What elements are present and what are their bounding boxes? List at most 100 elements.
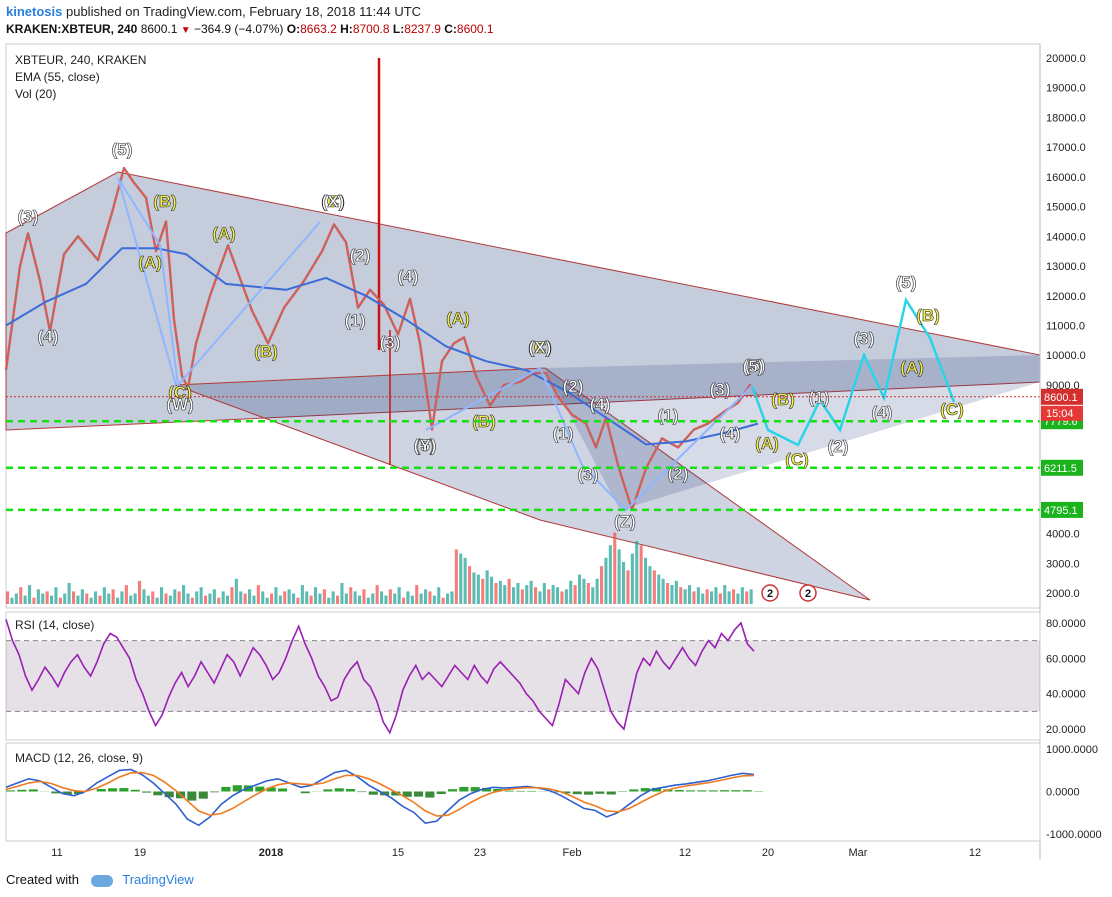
price-tick: 13000.0 [1046, 261, 1086, 273]
volume-bar [265, 597, 269, 604]
volume-bar [441, 597, 445, 604]
macd-histogram-bar [708, 790, 718, 792]
wave-label: (4) [590, 395, 611, 414]
time-tick: 12 [969, 847, 981, 859]
volume-bar [415, 585, 419, 604]
volume-bar [142, 589, 146, 604]
price-tick: 15000.0 [1046, 202, 1086, 214]
volume-bar [586, 583, 590, 604]
volume-bar [322, 589, 326, 604]
volume-bar [745, 591, 749, 604]
time-tick: 2018 [259, 847, 283, 859]
volume-bar [494, 583, 498, 604]
price-layer [4, 166, 759, 512]
volume-bar [182, 585, 186, 604]
volume-bar [705, 589, 709, 604]
volume-bar [226, 595, 230, 604]
rsi-pane[interactable]: 80.0000 60.0000 40.0000 20.0000 [5, 611, 1086, 741]
level-tag-label: 4795.1 [1044, 505, 1078, 517]
author-link[interactable]: kinetosis [6, 4, 63, 19]
symbol-label: KRAKEN:XBTEUR, 240 [6, 22, 138, 36]
volume-bar [419, 593, 423, 604]
time-tick: 23 [474, 847, 486, 859]
volume-bar [287, 589, 291, 604]
price-change: −364.9 (−4.07%) [194, 22, 284, 36]
macd-histogram-bar [108, 788, 118, 792]
time-tick: Feb [563, 847, 582, 859]
open-value: 8663.2 [300, 22, 337, 36]
wave-label: (3) [380, 333, 401, 352]
volume-bar [402, 597, 406, 604]
macd-histogram-bar [629, 789, 639, 792]
wave-label: (5) [896, 273, 917, 292]
volume-bar [195, 591, 199, 604]
volume-bar [199, 587, 203, 604]
volume-bar [635, 541, 639, 604]
price-axis[interactable]: 20000.0 19000.0 18000.0 17000.0 16000.0 15000… [1039, 44, 1086, 860]
volume-bar [296, 597, 300, 604]
volume-bar [595, 578, 599, 604]
volume-layer [6, 532, 753, 604]
volume-bar [424, 589, 428, 604]
tradingview-link[interactable]: TradingView [122, 872, 194, 887]
volume-bar [54, 587, 58, 604]
chart-canvas[interactable]: (3)(4)(5)(B)(A)(A)(C)(W)(B)(C)(X)(2)(1)(… [0, 40, 1112, 870]
volume-bar [569, 580, 573, 604]
time-tick: 15 [392, 847, 404, 859]
macd-histogram-bar [572, 791, 582, 795]
volume-bar [749, 589, 753, 604]
volume-bar [234, 578, 238, 604]
macd-histogram-bar [153, 791, 163, 796]
wave-label: (B) [254, 342, 278, 361]
chart-legend: XBTEUR, 240, KRAKEN EMA (55, close) Vol … [15, 53, 146, 765]
macd-tick: 1000.0000 [1046, 744, 1098, 756]
macd-histogram-bar [119, 788, 129, 792]
macd-histogram-bar [255, 786, 265, 792]
macd-histogram-bar [221, 786, 231, 792]
volume-bar [190, 597, 194, 604]
volume-bar [261, 591, 265, 604]
volume-bar [362, 589, 366, 604]
volume-bar [736, 593, 740, 604]
macd-tick: 0.0000 [1046, 787, 1080, 799]
volume-bar [318, 593, 322, 604]
volume-bar [714, 587, 718, 604]
channel-lower [174, 367, 871, 601]
volume-bar [525, 585, 529, 604]
volume-bar [177, 591, 181, 604]
macd-histogram-bar [74, 791, 84, 794]
volume-bar [80, 589, 84, 604]
low-label: L: [392, 22, 405, 36]
volume-bar [336, 595, 340, 604]
time-tick: 20 [762, 847, 774, 859]
volume-bar [481, 578, 485, 604]
countdown-label: 15:04 [1046, 408, 1074, 420]
publish-info: published on TradingView.com, February 1… [65, 4, 422, 19]
volume-bar [450, 591, 454, 604]
volume-bar [459, 553, 463, 604]
volume-bar [98, 595, 102, 604]
legend-title: XBTEUR, 240, KRAKEN [15, 53, 146, 67]
macd-histogram-bar [368, 791, 378, 795]
volume-bar [639, 545, 643, 604]
wave-label: (3) [854, 329, 875, 348]
level-tag [1041, 459, 1083, 476]
macd-histogram-bar [232, 785, 242, 792]
time-axis[interactable]: 11 19 2018 15 23 Feb 12 20 Mar 12 [51, 847, 981, 859]
price-line-up [5, 166, 759, 512]
volume-bar [582, 578, 586, 604]
volume-bar [50, 595, 54, 604]
volume-bar [375, 585, 379, 604]
macd-histogram-bar [6, 790, 16, 792]
macd-pane[interactable]: 1000.0000 0.0000 -1000.0000 [5, 742, 1102, 842]
volume-bar [463, 557, 467, 604]
volume-bar [718, 593, 722, 604]
volume-bar [327, 597, 331, 604]
wave-label: (A) [138, 253, 162, 272]
macd-histogram-bar [504, 790, 514, 792]
volume-bar [547, 589, 551, 604]
price-tick: 11000.0 [1046, 321, 1085, 333]
last-price: 8600.1 [140, 22, 178, 36]
wave-label: (3) [18, 207, 39, 226]
wave-path-left [117, 177, 321, 388]
